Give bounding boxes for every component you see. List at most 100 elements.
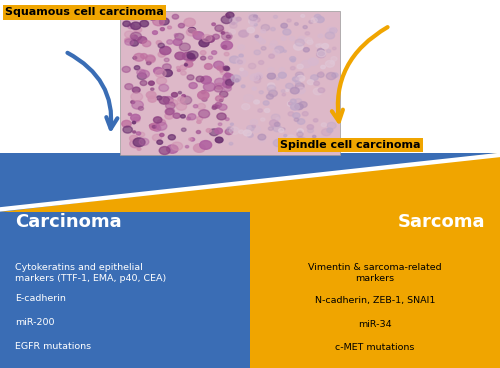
Circle shape: [125, 84, 133, 89]
Circle shape: [301, 14, 304, 17]
Circle shape: [326, 50, 330, 53]
Circle shape: [229, 142, 233, 145]
Circle shape: [166, 102, 175, 109]
Circle shape: [290, 87, 299, 94]
Circle shape: [255, 72, 262, 78]
Circle shape: [224, 52, 229, 56]
Circle shape: [266, 94, 274, 99]
Circle shape: [197, 120, 201, 123]
Circle shape: [248, 63, 256, 69]
Circle shape: [248, 13, 258, 20]
Text: E-cadherin: E-cadherin: [15, 294, 66, 303]
Circle shape: [215, 25, 224, 32]
Circle shape: [296, 73, 303, 78]
Circle shape: [282, 90, 285, 92]
Circle shape: [130, 32, 141, 40]
Circle shape: [288, 102, 292, 105]
Circle shape: [267, 85, 276, 91]
Circle shape: [134, 26, 141, 33]
Circle shape: [192, 31, 198, 35]
Circle shape: [298, 137, 303, 140]
Circle shape: [254, 17, 260, 22]
Circle shape: [158, 119, 166, 125]
Circle shape: [128, 113, 132, 116]
Circle shape: [258, 109, 262, 112]
Circle shape: [201, 76, 211, 84]
Circle shape: [288, 101, 295, 106]
Circle shape: [221, 16, 232, 24]
Circle shape: [170, 100, 178, 106]
Circle shape: [318, 34, 323, 38]
Circle shape: [252, 87, 256, 90]
Circle shape: [291, 59, 295, 62]
Circle shape: [140, 20, 148, 27]
Circle shape: [327, 27, 336, 34]
Circle shape: [210, 129, 219, 136]
Circle shape: [186, 145, 188, 148]
Circle shape: [261, 25, 270, 31]
Circle shape: [287, 19, 291, 22]
Text: Carcinoma: Carcinoma: [15, 213, 122, 231]
Circle shape: [244, 95, 254, 102]
Circle shape: [226, 12, 234, 18]
Text: c-MET mutations: c-MET mutations: [336, 343, 414, 352]
Circle shape: [250, 18, 257, 23]
Circle shape: [216, 96, 224, 102]
Circle shape: [158, 52, 166, 57]
Circle shape: [232, 22, 235, 25]
Circle shape: [182, 52, 194, 60]
Circle shape: [330, 149, 334, 152]
Circle shape: [320, 72, 323, 74]
Circle shape: [172, 142, 182, 150]
Circle shape: [302, 112, 308, 116]
Circle shape: [128, 13, 138, 20]
Circle shape: [121, 13, 130, 19]
Circle shape: [218, 123, 222, 125]
Circle shape: [274, 15, 278, 18]
Circle shape: [261, 29, 266, 33]
Circle shape: [148, 81, 154, 85]
Circle shape: [132, 101, 143, 109]
Circle shape: [259, 39, 266, 44]
Circle shape: [286, 135, 296, 142]
Circle shape: [249, 15, 258, 21]
Circle shape: [220, 70, 223, 72]
Circle shape: [198, 103, 205, 109]
Circle shape: [308, 58, 318, 66]
Circle shape: [223, 74, 234, 82]
Circle shape: [222, 45, 226, 49]
Circle shape: [160, 133, 164, 137]
Circle shape: [247, 27, 254, 33]
Circle shape: [254, 50, 260, 55]
Circle shape: [252, 126, 260, 132]
Circle shape: [158, 43, 164, 48]
Circle shape: [154, 117, 162, 123]
Circle shape: [281, 23, 287, 28]
Circle shape: [150, 124, 153, 127]
Circle shape: [264, 109, 270, 113]
Circle shape: [299, 102, 307, 107]
Circle shape: [259, 91, 264, 94]
Circle shape: [130, 135, 138, 141]
Circle shape: [123, 126, 132, 133]
Circle shape: [136, 132, 140, 135]
Circle shape: [298, 36, 305, 41]
Circle shape: [194, 105, 198, 108]
Circle shape: [298, 137, 306, 144]
Circle shape: [138, 106, 143, 110]
Circle shape: [204, 82, 216, 91]
Circle shape: [222, 32, 232, 40]
Text: Cytokeratins and epithelial
markers (TTF-1, EMA, p40, CEA): Cytokeratins and epithelial markers (TTF…: [15, 263, 166, 283]
Circle shape: [212, 34, 220, 39]
Circle shape: [156, 122, 167, 130]
Circle shape: [292, 113, 300, 118]
Circle shape: [175, 33, 184, 40]
Circle shape: [307, 79, 314, 85]
Circle shape: [222, 67, 228, 70]
Circle shape: [138, 73, 146, 79]
Circle shape: [194, 144, 205, 152]
Circle shape: [238, 60, 242, 64]
Circle shape: [175, 52, 185, 60]
Circle shape: [155, 69, 166, 77]
Circle shape: [159, 84, 168, 92]
